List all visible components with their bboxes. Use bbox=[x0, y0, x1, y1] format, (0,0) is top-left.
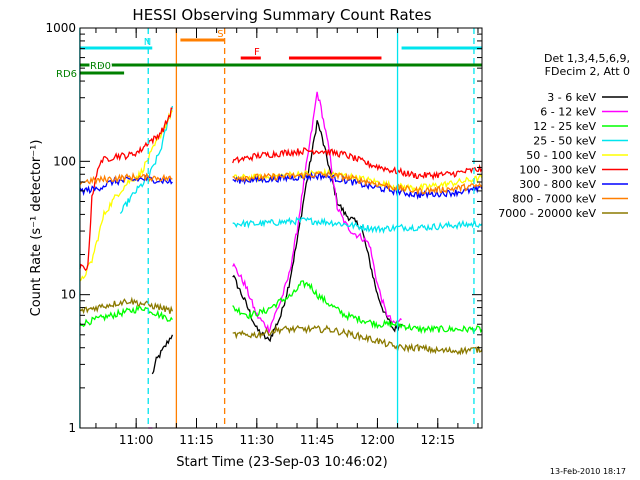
obs-bar-label: N bbox=[144, 37, 151, 48]
flag-label: RD6 bbox=[56, 69, 77, 80]
axis-layer: 1 10 100 1000 11:00 11:15 11:30 11:45 12:00 12:15 bbox=[45, 21, 482, 447]
series-7 bbox=[79, 171, 483, 195]
legend-label: 300 - 800 keV bbox=[519, 178, 596, 191]
series-line bbox=[232, 324, 483, 356]
legend-label: 25 - 50 keV bbox=[533, 135, 596, 148]
legend-header: Det 1,3,4,5,6,9, bbox=[544, 52, 630, 65]
x-axis-label: Start Time (23-Sep-03 10:46:02) bbox=[176, 455, 387, 470]
x-tick-label: 12:15 bbox=[420, 433, 455, 447]
legend-header: FDecim 2, Att 0 bbox=[545, 65, 630, 78]
y-tick-label: 100 bbox=[53, 154, 76, 168]
series-line bbox=[232, 216, 483, 235]
x-tick-label: 12:00 bbox=[360, 433, 395, 447]
chart-title: HESSI Observing Summary Count Rates bbox=[132, 6, 431, 24]
legend-label: 7000 - 20000 keV bbox=[498, 207, 596, 220]
series-line bbox=[79, 107, 173, 272]
x-tick-label: 11:30 bbox=[240, 433, 275, 447]
legend-label: 3 - 6 keV bbox=[547, 91, 596, 104]
legend-label: 50 - 100 keV bbox=[526, 149, 596, 162]
series-line bbox=[79, 296, 174, 315]
series-line bbox=[79, 171, 173, 186]
series-5 bbox=[79, 107, 483, 272]
footer-date: 13-Feb-2010 18:17 bbox=[550, 467, 626, 476]
series-line bbox=[151, 334, 174, 375]
series-line bbox=[232, 171, 483, 200]
legend-label: 100 - 300 keV bbox=[519, 164, 596, 177]
flag-label: RD0 bbox=[90, 61, 111, 72]
x-tick-label: 11:45 bbox=[300, 433, 335, 447]
plot-frame bbox=[79, 27, 483, 429]
series-line bbox=[232, 171, 483, 195]
series-line bbox=[79, 174, 173, 197]
y-tick-label: 1 bbox=[68, 421, 76, 435]
series-2 bbox=[79, 280, 483, 335]
legend: Det 1,3,4,5,6,9,FDecim 2, Att 0 3 - 6 keV… bbox=[498, 52, 630, 220]
series-line bbox=[79, 110, 173, 282]
obs-bar-label: F bbox=[254, 47, 260, 58]
x-tick-label: 11:15 bbox=[179, 433, 214, 447]
series-6 bbox=[79, 171, 483, 200]
series-line bbox=[79, 304, 173, 328]
series-line bbox=[232, 280, 483, 335]
obs-bar-label: S bbox=[217, 29, 223, 40]
y-axis-label: Count Rate (s⁻¹ detector⁻¹) bbox=[29, 140, 44, 317]
legend-label: 6 - 12 keV bbox=[540, 106, 596, 119]
x-tick-label: 11:00 bbox=[119, 433, 154, 447]
series-layer bbox=[79, 91, 483, 429]
y-tick-label: 1000 bbox=[45, 21, 76, 35]
y-tick-label: 10 bbox=[61, 288, 76, 302]
legend-label: 12 - 25 keV bbox=[533, 120, 596, 133]
legend-label: 800 - 7000 keV bbox=[512, 193, 596, 206]
series-line bbox=[232, 91, 402, 335]
series-8 bbox=[79, 296, 483, 356]
series-line bbox=[232, 147, 483, 181]
